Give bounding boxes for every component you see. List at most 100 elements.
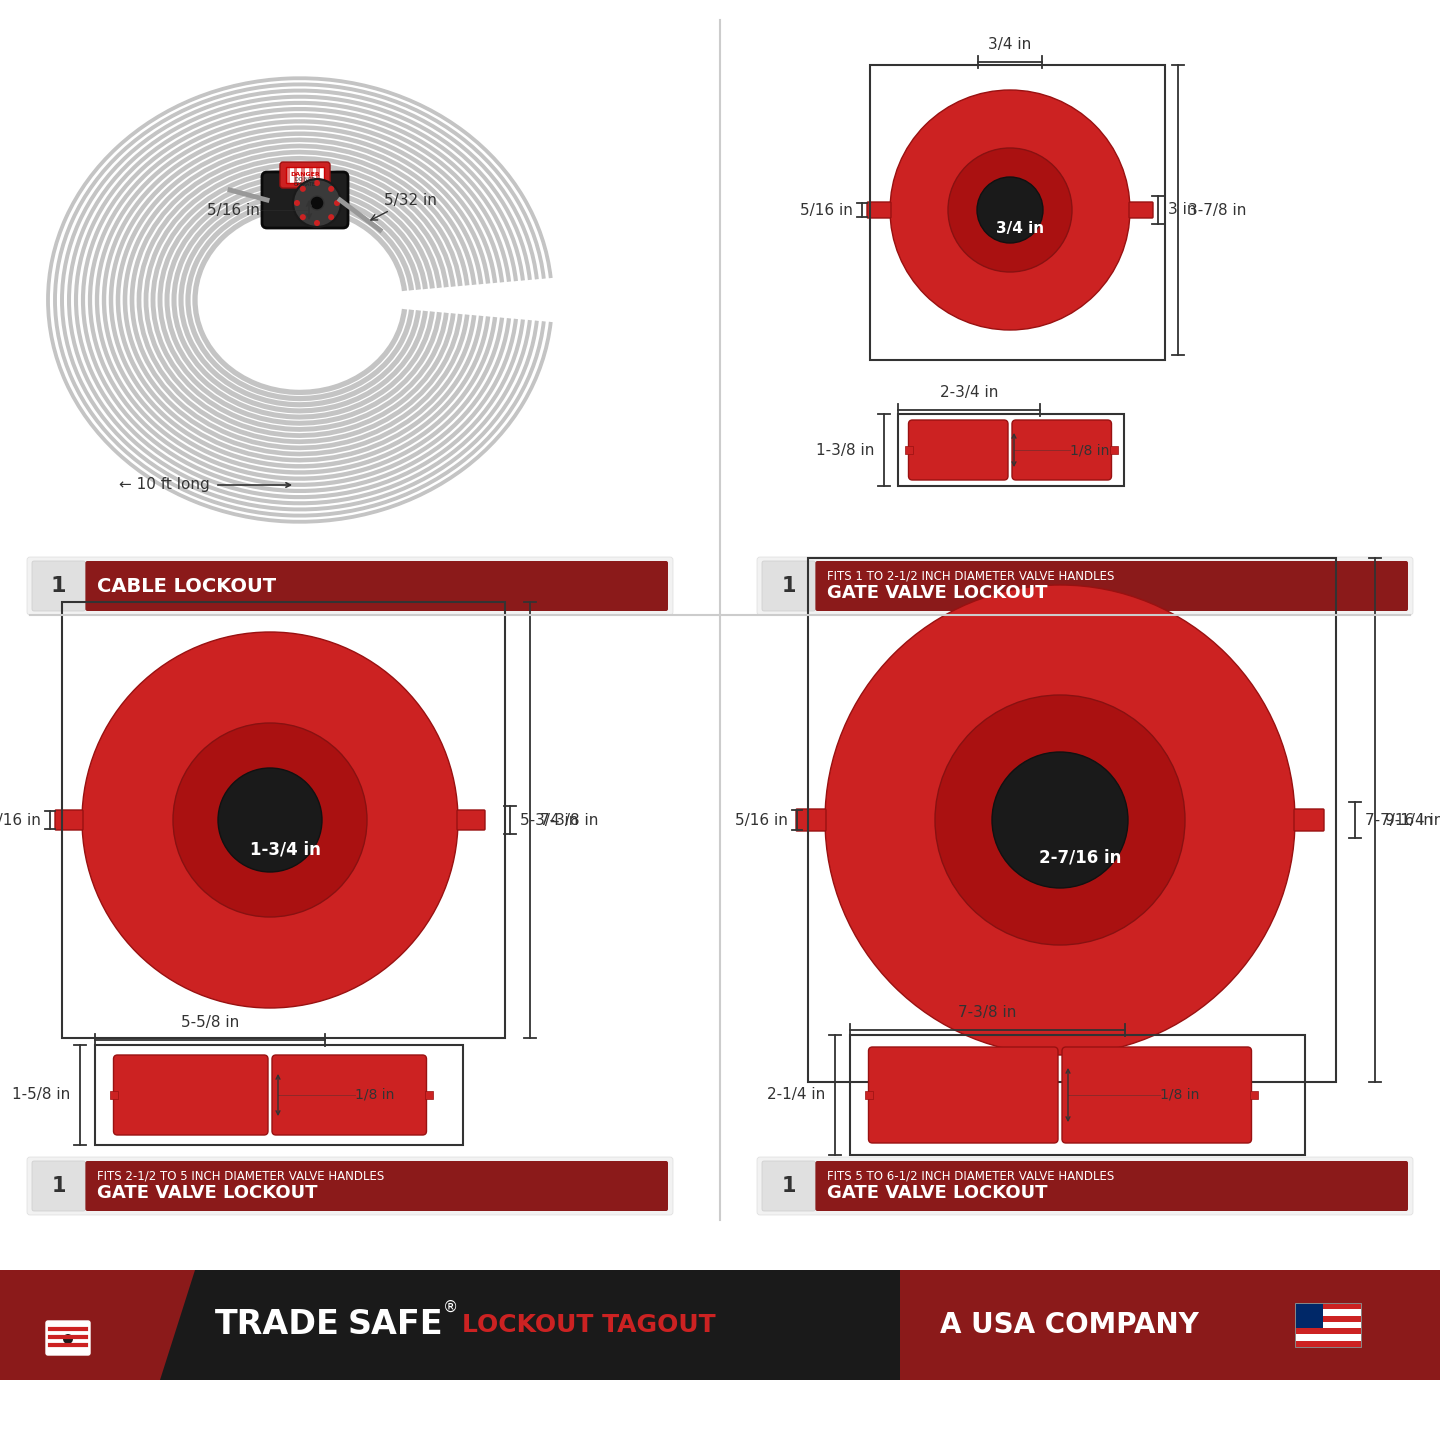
Bar [294,167,298,183]
FancyBboxPatch shape [815,562,1408,611]
Circle shape [217,768,323,873]
Text: GATE VALVE LOCKOUT: GATE VALVE LOCKOUT [98,1184,318,1202]
Text: FITS 2-1/2 TO 5 INCH DIAMETER VALVE HANDLES: FITS 2-1/2 TO 5 INCH DIAMETER VALVE HAND… [98,1169,384,1182]
FancyBboxPatch shape [762,1161,815,1211]
Polygon shape [0,1270,194,1380]
Text: 1: 1 [782,1176,796,1197]
Circle shape [294,200,300,206]
FancyBboxPatch shape [868,1047,1058,1143]
FancyBboxPatch shape [757,1156,1413,1215]
Bar [1295,1335,1361,1341]
Bar [1250,1092,1257,1099]
Bar [1295,1309,1361,1316]
Text: GATE VALVE LOCKOUT: GATE VALVE LOCKOUT [828,583,1048,602]
Text: 1-3/4 in: 1-3/4 in [249,841,321,860]
Text: 1/8 in: 1/8 in [1161,1089,1200,1102]
Text: LOCKOUT TAGOUT: LOCKOUT TAGOUT [462,1313,716,1336]
FancyBboxPatch shape [1129,202,1153,217]
Bar [899,415,1125,487]
Circle shape [948,148,1071,272]
FancyBboxPatch shape [27,1156,672,1215]
Bar [1109,446,1117,454]
FancyBboxPatch shape [262,171,348,228]
Bar [95,1045,464,1145]
Bar [308,167,312,183]
Text: 1/8 in: 1/8 in [356,1089,395,1102]
Circle shape [82,632,458,1008]
Circle shape [314,180,320,186]
Text: 1: 1 [52,1176,66,1197]
Circle shape [173,723,367,917]
FancyBboxPatch shape [55,809,84,829]
Text: 1-3/8 in: 1-3/8 in [815,442,874,458]
Bar [1295,1341,1361,1346]
Text: FITS 5 TO 6-1/2 INCH DIAMETER VALVE HANDLES: FITS 5 TO 6-1/2 INCH DIAMETER VALVE HAND… [828,1169,1115,1182]
Text: 1-5/8 in: 1-5/8 in [12,1087,71,1103]
Text: 7-3/8 in: 7-3/8 in [958,1005,1017,1020]
Bar [62,602,505,1038]
Text: 2-3/4 in: 2-3/4 in [940,384,998,400]
FancyBboxPatch shape [85,562,668,611]
Bar [870,65,1165,360]
Bar [850,1035,1305,1155]
Text: ®: ® [444,1299,458,1315]
Text: GATE VALVE LOCKOUT: GATE VALVE LOCKOUT [828,1184,1048,1202]
Text: 5-3/4 in: 5-3/4 in [520,812,579,828]
Text: 2-7/16 in: 2-7/16 in [1038,850,1122,867]
FancyBboxPatch shape [32,1161,85,1211]
Text: 5/16 in: 5/16 in [736,812,788,828]
Bar [317,167,320,183]
Text: ← 10 ft long: ← 10 ft long [120,478,210,492]
Text: 1: 1 [50,576,66,596]
Bar [864,1092,873,1099]
Circle shape [314,220,320,226]
Text: TRADE: TRADE [215,1309,340,1342]
Bar [904,446,913,454]
Text: CABLE LOCKOUT: CABLE LOCKOUT [98,576,276,596]
FancyBboxPatch shape [1063,1047,1251,1143]
Circle shape [328,215,334,220]
FancyBboxPatch shape [32,562,85,611]
Bar [1295,1303,1323,1328]
FancyBboxPatch shape [46,1320,89,1355]
Bar [1295,1328,1361,1335]
Text: 1/8 in: 1/8 in [1070,444,1109,456]
FancyBboxPatch shape [279,161,330,189]
FancyBboxPatch shape [762,562,815,611]
Text: 5/16 in: 5/16 in [801,203,852,217]
Circle shape [300,215,305,220]
Circle shape [63,1333,73,1344]
Bar [287,167,324,183]
Bar [0,1270,1440,1380]
Bar [1295,1303,1361,1346]
Bar [425,1092,432,1099]
Circle shape [825,585,1295,1056]
Text: 9-1/4 in: 9-1/4 in [1385,812,1440,828]
Bar [1295,1303,1361,1309]
FancyBboxPatch shape [114,1056,268,1135]
Bar [1295,1322,1361,1328]
FancyBboxPatch shape [815,1161,1408,1211]
Bar [301,167,305,183]
Circle shape [890,89,1130,330]
Text: 7-3/8 in: 7-3/8 in [540,812,599,828]
Text: 3/4 in: 3/4 in [988,37,1031,52]
Text: 5/32 in: 5/32 in [372,193,436,220]
Text: SAFE: SAFE [348,1309,444,1342]
FancyBboxPatch shape [27,557,672,615]
Circle shape [292,179,341,228]
Circle shape [334,200,340,206]
Circle shape [328,186,334,192]
FancyBboxPatch shape [1295,809,1323,831]
Text: 5-5/8 in: 5-5/8 in [181,1015,239,1030]
Text: DO NOT
OPERATE: DO NOT OPERATE [294,177,315,187]
FancyBboxPatch shape [456,809,485,829]
Text: 5/16 in: 5/16 in [0,812,40,828]
Text: 1: 1 [782,576,796,596]
Text: 5/16 in: 5/16 in [207,203,261,217]
Circle shape [935,696,1185,945]
FancyBboxPatch shape [85,1161,668,1211]
Text: 7-7/16 in: 7-7/16 in [1365,812,1433,828]
Bar [1295,1316,1361,1322]
Circle shape [992,752,1128,888]
